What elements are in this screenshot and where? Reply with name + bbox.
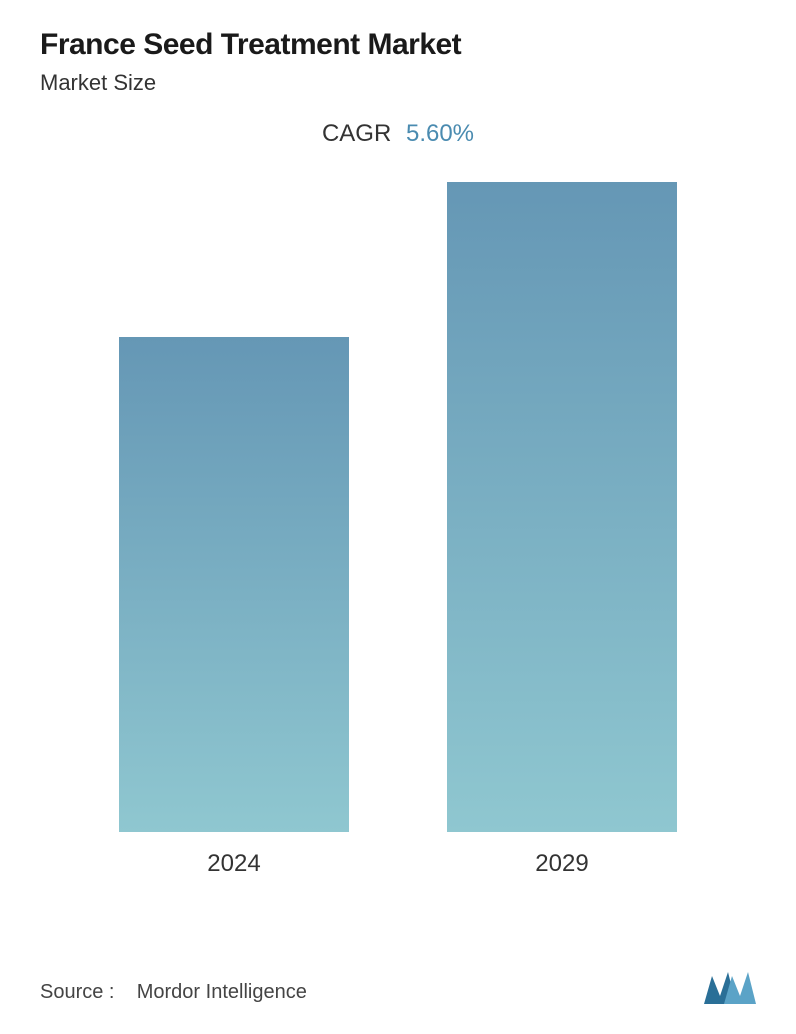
bar-label: 2029: [535, 850, 588, 878]
source-name: Mordor Intelligence: [137, 981, 307, 1003]
bar-label: 2024: [207, 850, 260, 878]
bar-2024: [119, 337, 349, 832]
cagr-label: CAGR: [322, 120, 391, 147]
source-text: Source : Mordor Intelligence: [40, 981, 307, 1004]
footer: Source : Mordor Intelligence: [40, 968, 756, 1004]
source-label: Source :: [40, 981, 114, 1003]
bar-chart: 2024 2029: [40, 168, 756, 878]
bar-2029: [447, 182, 677, 832]
chart-title: France Seed Treatment Market: [40, 28, 756, 62]
cagr-value: 5.60%: [406, 120, 474, 147]
bar-group: 2029: [432, 182, 692, 878]
bar-group: 2024: [104, 337, 364, 878]
chart-subtitle: Market Size: [40, 70, 756, 96]
cagr-row: CAGR 5.60%: [40, 120, 756, 148]
mordor-logo-icon: [704, 968, 756, 1004]
